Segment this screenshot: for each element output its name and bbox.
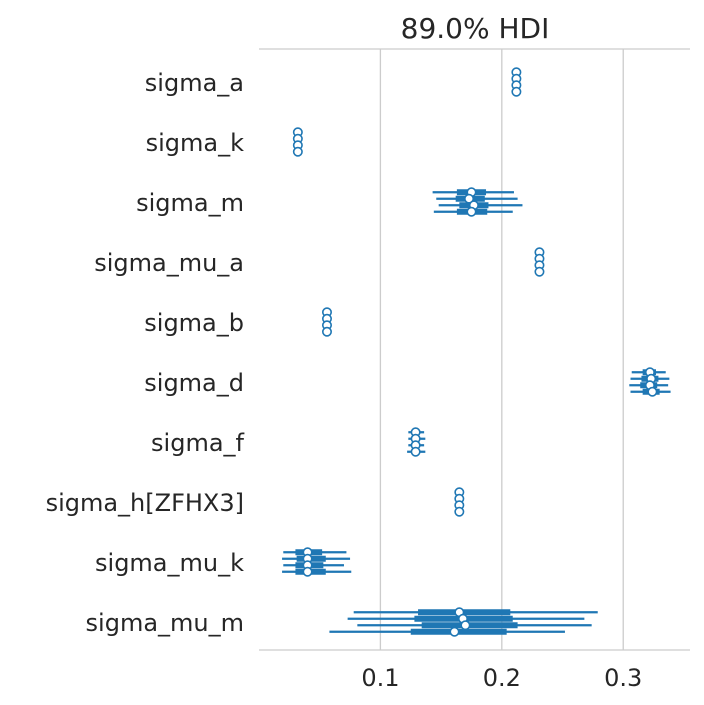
variable-label: sigma_a	[145, 69, 244, 97]
x-tick-labels: 0.1 0.2 0.3	[361, 664, 642, 692]
variable-row-0	[511, 67, 522, 97]
mean-point	[454, 506, 465, 517]
chart-title: 89.0% HDI	[401, 12, 550, 45]
variable-label: sigma_f	[151, 429, 244, 457]
mean-point	[321, 326, 332, 337]
variable-label: sigma_h[ZFHX3]	[46, 489, 244, 517]
variable-row-8	[282, 547, 352, 577]
mean-point	[292, 146, 303, 157]
mean-point	[302, 566, 313, 577]
mean-point	[460, 620, 471, 631]
variable-label: sigma_mu_a	[94, 249, 244, 277]
mean-point	[449, 626, 460, 637]
grid-lines	[379, 49, 624, 650]
mean-point	[511, 86, 522, 97]
x-tick-label: 0.3	[604, 664, 642, 692]
variable-label: sigma_mu_m	[86, 609, 244, 637]
variable-row-3	[534, 247, 545, 277]
x-tick-label: 0.2	[483, 664, 521, 692]
variable-label: sigma_k	[146, 129, 244, 157]
variable-row-6	[407, 427, 426, 457]
mean-point	[534, 266, 545, 277]
variable-row-5	[629, 367, 671, 397]
variable-row-7	[454, 487, 465, 517]
variable-label: sigma_mu_k	[95, 549, 244, 577]
mean-point	[466, 206, 477, 217]
variable-labels: sigma_a sigma_k sigma_m sigma_mu_a sigma_bsi…	[46, 69, 245, 637]
variable-label: sigma_d	[144, 369, 244, 397]
axis-spines	[259, 48, 690, 651]
mean-point	[410, 446, 421, 457]
variable-row-2	[432, 187, 523, 217]
variable-row-1	[292, 127, 303, 157]
variable-row-4	[321, 307, 332, 337]
mean-point	[647, 386, 658, 397]
chain-intervals	[282, 67, 671, 637]
variable-row-9	[329, 607, 598, 637]
x-tick-label: 0.1	[361, 664, 399, 692]
variable-label: sigma_b	[144, 309, 244, 337]
variable-label: sigma_m	[136, 189, 244, 217]
